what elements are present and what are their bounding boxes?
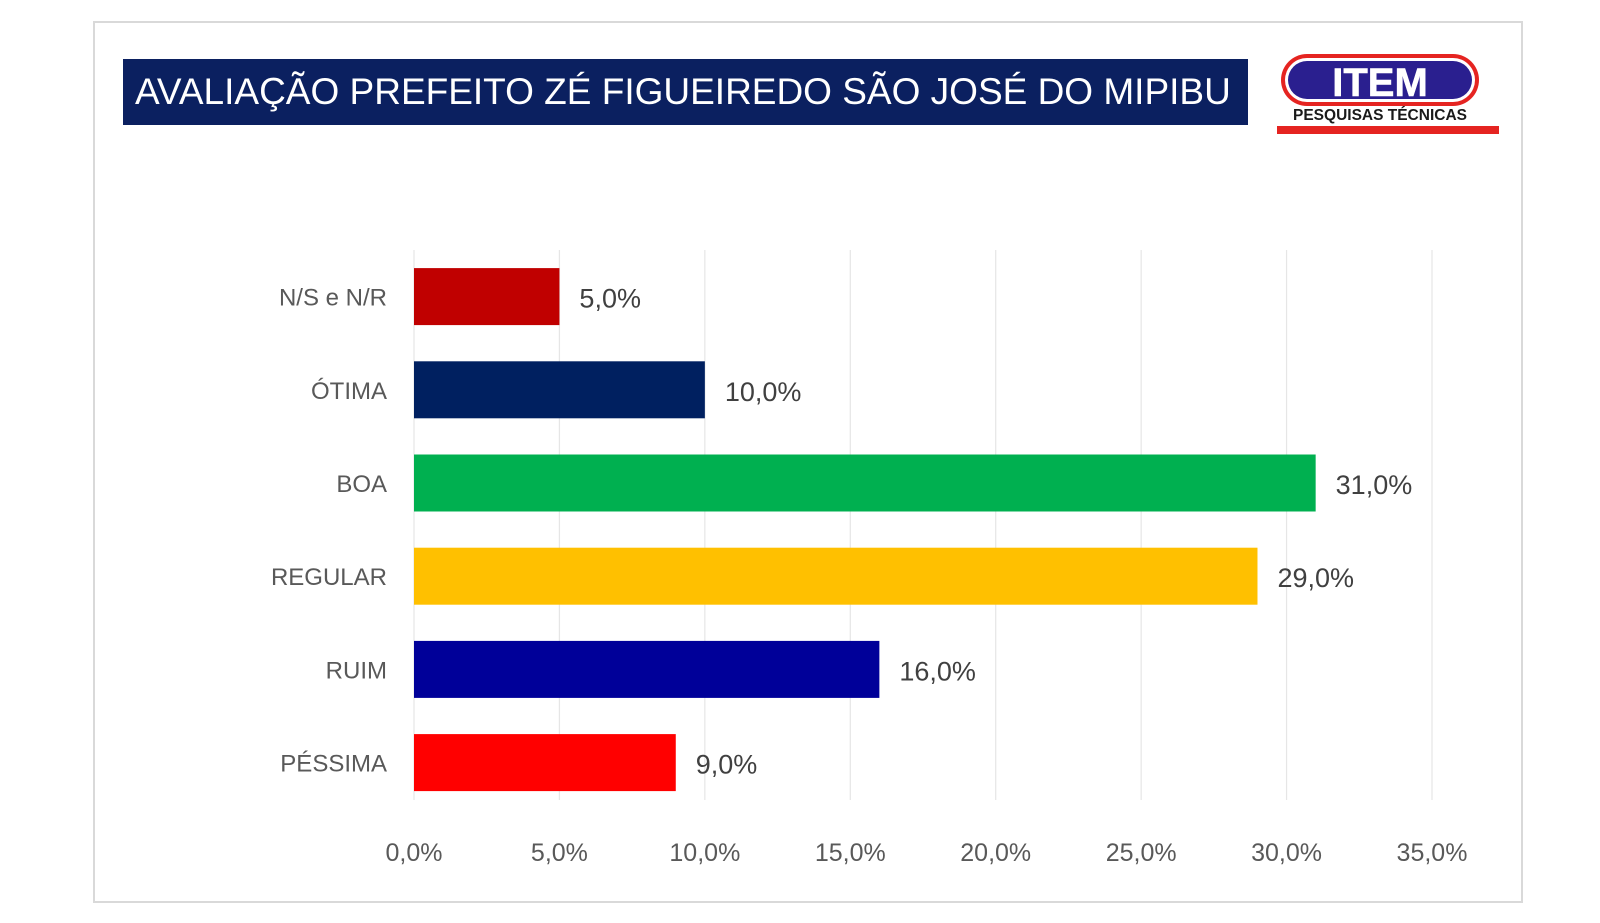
item-logo: ITEM PESQUISAS TÉCNICAS (1277, 52, 1502, 140)
data-label: 16,0% (899, 656, 976, 686)
category-label: RUIM (326, 657, 387, 684)
logo-wordmark: ITEM (1332, 61, 1428, 105)
logo-underline (1277, 126, 1499, 134)
x-tick-label: 10,0% (669, 839, 740, 867)
logo-tagline: PESQUISAS TÉCNICAS (1293, 107, 1467, 124)
data-label: 31,0% (1336, 470, 1413, 500)
bar-1 (414, 361, 705, 419)
bar-3 (414, 547, 1258, 605)
bar-4 (414, 640, 880, 698)
x-tick-label: 15,0% (815, 839, 886, 867)
logo-inner-pill (1288, 61, 1472, 99)
category-label: PÉSSIMA (280, 751, 387, 778)
labels: 0,0% 5,0% 10,0% 15,0% 20,0% 25,0% 30,0% 35,0% N/… (271, 284, 1467, 867)
x-tick-label: 5,0% (531, 839, 588, 867)
chart-title-banner: AVALIAÇÃO PREFEITO ZÉ FIGUEIREDO SÃO JOS… (123, 59, 1248, 125)
bar-2 (414, 454, 1316, 512)
x-tick-label: 35,0% (1397, 839, 1468, 867)
bar-0 (414, 268, 560, 326)
data-label: 5,0% (579, 284, 641, 314)
x-tick-label: 0,0% (386, 839, 443, 867)
data-label: 10,0% (725, 377, 802, 407)
x-tick-label: 20,0% (960, 839, 1031, 867)
data-label: 29,0% (1277, 563, 1354, 593)
item-logo-graphic: ITEM PESQUISAS TÉCNICAS (1277, 54, 1499, 134)
gridlines (413, 250, 1433, 800)
category-label: ÓTIMA (311, 378, 387, 405)
bars (414, 268, 1316, 792)
category-label: N/S e N/R (279, 285, 387, 312)
category-label: REGULAR (271, 564, 387, 591)
data-label: 9,0% (696, 750, 758, 780)
category-label: BOA (336, 471, 387, 498)
x-tick-label: 25,0% (1106, 839, 1177, 867)
bar-5 (414, 734, 676, 792)
x-tick-label: 30,0% (1251, 839, 1322, 867)
chart-title: AVALIAÇÃO PREFEITO ZÉ FIGUEIREDO SÃO JOS… (135, 71, 1231, 112)
